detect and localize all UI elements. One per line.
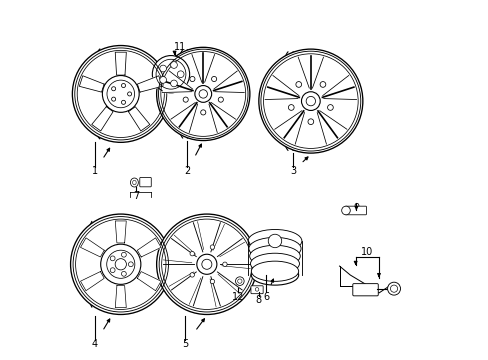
Polygon shape bbox=[81, 238, 104, 257]
Ellipse shape bbox=[111, 87, 116, 91]
Circle shape bbox=[258, 49, 362, 153]
Circle shape bbox=[320, 82, 325, 87]
Circle shape bbox=[110, 268, 115, 273]
Circle shape bbox=[72, 45, 169, 142]
Text: 12: 12 bbox=[231, 292, 244, 302]
Text: 3: 3 bbox=[289, 166, 295, 176]
Circle shape bbox=[70, 214, 171, 315]
Circle shape bbox=[102, 76, 139, 112]
Circle shape bbox=[160, 65, 166, 72]
Circle shape bbox=[295, 82, 301, 87]
Ellipse shape bbox=[111, 97, 116, 101]
Polygon shape bbox=[137, 76, 162, 92]
Circle shape bbox=[170, 80, 177, 87]
Circle shape bbox=[195, 86, 211, 102]
Circle shape bbox=[307, 119, 313, 125]
Polygon shape bbox=[171, 102, 197, 132]
FancyBboxPatch shape bbox=[140, 177, 151, 187]
Circle shape bbox=[156, 214, 257, 315]
Circle shape bbox=[101, 244, 141, 284]
Ellipse shape bbox=[251, 261, 298, 282]
Circle shape bbox=[305, 96, 315, 106]
Polygon shape bbox=[115, 285, 126, 307]
Text: 10: 10 bbox=[360, 247, 372, 257]
Circle shape bbox=[156, 47, 249, 140]
Polygon shape bbox=[322, 76, 355, 100]
Polygon shape bbox=[213, 72, 243, 93]
Circle shape bbox=[189, 76, 195, 82]
Text: 6: 6 bbox=[263, 292, 268, 302]
Circle shape bbox=[218, 97, 223, 102]
Circle shape bbox=[199, 90, 207, 98]
Ellipse shape bbox=[249, 245, 300, 267]
Ellipse shape bbox=[248, 237, 301, 260]
Circle shape bbox=[200, 110, 205, 115]
Circle shape bbox=[301, 92, 320, 111]
Polygon shape bbox=[137, 271, 161, 291]
Circle shape bbox=[387, 282, 400, 295]
Polygon shape bbox=[115, 221, 126, 243]
Circle shape bbox=[160, 77, 166, 83]
Circle shape bbox=[196, 254, 217, 274]
Circle shape bbox=[115, 258, 126, 270]
Polygon shape bbox=[275, 111, 304, 143]
Text: 8: 8 bbox=[255, 295, 262, 305]
Ellipse shape bbox=[127, 92, 131, 96]
Text: 11: 11 bbox=[173, 42, 186, 51]
Ellipse shape bbox=[247, 229, 301, 252]
FancyBboxPatch shape bbox=[345, 206, 366, 215]
Circle shape bbox=[190, 273, 194, 277]
Polygon shape bbox=[298, 57, 323, 89]
Circle shape bbox=[128, 262, 133, 267]
Polygon shape bbox=[163, 72, 193, 93]
Ellipse shape bbox=[251, 265, 298, 285]
Polygon shape bbox=[192, 54, 214, 83]
Text: 2: 2 bbox=[183, 166, 190, 176]
Text: 9: 9 bbox=[353, 203, 359, 213]
Circle shape bbox=[288, 105, 293, 110]
Circle shape bbox=[177, 71, 183, 77]
Polygon shape bbox=[137, 238, 161, 257]
Circle shape bbox=[327, 105, 333, 110]
Circle shape bbox=[152, 55, 189, 93]
Circle shape bbox=[255, 288, 258, 291]
Polygon shape bbox=[79, 76, 104, 92]
Circle shape bbox=[121, 271, 126, 276]
FancyBboxPatch shape bbox=[352, 284, 378, 296]
Circle shape bbox=[202, 259, 211, 269]
Text: 7: 7 bbox=[133, 191, 139, 201]
Polygon shape bbox=[92, 107, 113, 131]
Circle shape bbox=[341, 206, 349, 215]
Polygon shape bbox=[81, 271, 104, 291]
Ellipse shape bbox=[121, 84, 125, 87]
Text: 5: 5 bbox=[182, 339, 188, 349]
FancyBboxPatch shape bbox=[250, 286, 263, 294]
Polygon shape bbox=[265, 76, 299, 100]
Circle shape bbox=[170, 62, 177, 68]
Text: 1: 1 bbox=[91, 166, 98, 176]
Circle shape bbox=[210, 245, 214, 249]
Circle shape bbox=[222, 262, 226, 266]
Ellipse shape bbox=[250, 253, 299, 274]
Text: 4: 4 bbox=[91, 339, 98, 349]
Polygon shape bbox=[115, 52, 126, 75]
Circle shape bbox=[211, 76, 216, 82]
Ellipse shape bbox=[130, 178, 138, 187]
Circle shape bbox=[121, 252, 126, 257]
Circle shape bbox=[190, 251, 194, 256]
Polygon shape bbox=[208, 102, 234, 132]
Circle shape bbox=[210, 279, 214, 284]
Circle shape bbox=[235, 277, 244, 285]
Circle shape bbox=[268, 234, 281, 248]
Circle shape bbox=[110, 256, 115, 261]
Polygon shape bbox=[316, 111, 346, 143]
Circle shape bbox=[183, 97, 188, 102]
Ellipse shape bbox=[121, 100, 125, 104]
Polygon shape bbox=[128, 107, 149, 131]
